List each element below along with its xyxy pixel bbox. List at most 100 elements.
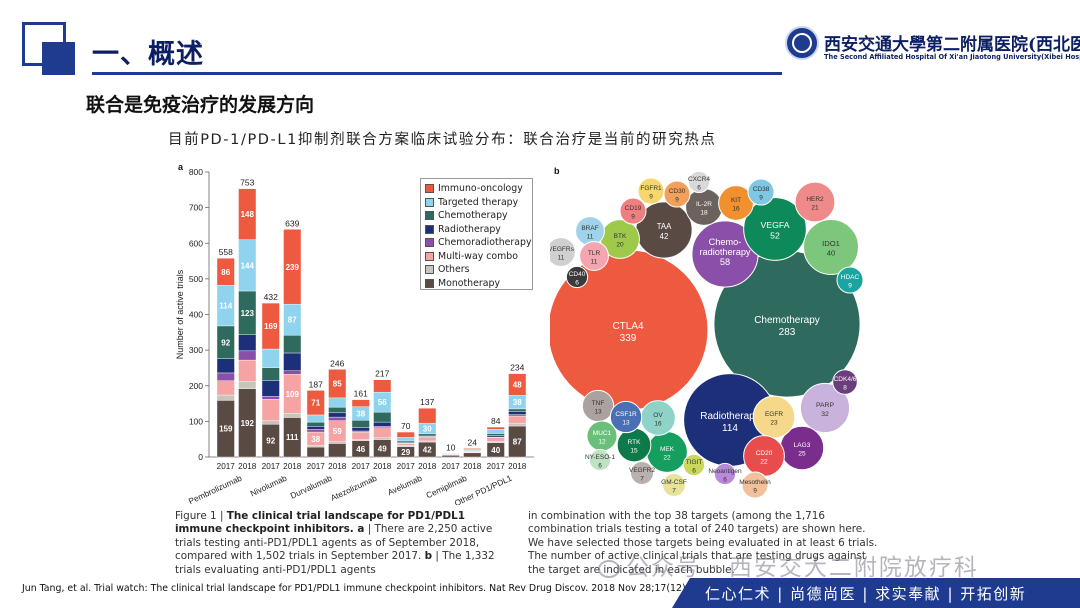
bar-segment	[261, 420, 280, 425]
bar-value-label: 38	[513, 398, 522, 407]
x-tick-year-label: 2017	[217, 462, 236, 471]
legend-label: Monotherapy	[438, 277, 500, 289]
bar-segment	[396, 440, 415, 443]
legend-swatch	[425, 251, 434, 261]
bar-segment	[283, 334, 302, 354]
figure-panel-b-label: b	[424, 550, 433, 563]
bubble-label: CD38	[753, 186, 770, 193]
legend-swatch	[425, 184, 434, 194]
bar-segment	[283, 229, 302, 305]
bubble-value: 13	[622, 420, 630, 427]
legend-label: Chemoradiotherapy	[438, 237, 532, 249]
bar-segment	[261, 399, 280, 421]
bubble-value: 13	[594, 409, 602, 416]
bubble-label: VEGFRs	[550, 246, 575, 253]
bubble-label: MUC1	[593, 430, 612, 437]
y-tick-label: 600	[189, 238, 203, 248]
bar-segment	[306, 390, 325, 416]
bubble-label: TIGIT	[686, 459, 703, 466]
bar-segment	[396, 437, 415, 442]
bubble-value: 16	[732, 206, 740, 213]
bar-value-label: 85	[333, 380, 342, 389]
bar-segment	[418, 407, 437, 424]
x-group-label: Pembrolizumab	[187, 473, 244, 505]
bar-value-label: 87	[288, 316, 297, 325]
x-tick-year-label: 2018	[238, 462, 257, 471]
bubble-value: 9	[848, 283, 852, 290]
bar-segment	[486, 437, 505, 442]
bar-total-label: 432	[264, 292, 278, 302]
bubble-label: EGFR	[765, 411, 783, 418]
bubble-label: IDO1	[822, 239, 840, 248]
bar-segment	[261, 367, 280, 381]
legend-swatch	[425, 265, 434, 275]
legend-item: Others	[425, 263, 528, 277]
bar-total-label: 187	[309, 379, 323, 389]
figure-text-b: | The 1,332 trials evaluating anti-PD1/P…	[175, 550, 495, 576]
bar-total-label: 161	[354, 389, 368, 399]
bubble-label: PARP	[816, 402, 835, 409]
bubble-value: 18	[700, 210, 708, 217]
bubble-label: LAG3	[794, 442, 811, 449]
legend-item: Chemoradiotherapy	[425, 236, 532, 250]
bar-segment	[261, 380, 280, 397]
bar-segment	[508, 422, 527, 427]
bar-segment	[351, 399, 370, 407]
bar-segment	[328, 416, 347, 421]
header-divider	[92, 72, 782, 75]
bar-segment	[418, 433, 437, 437]
bar-segment	[283, 370, 302, 375]
bubble-value: 15	[630, 448, 638, 455]
bar-segment	[216, 258, 235, 286]
bar-segment	[418, 437, 437, 442]
bubble-label: KIT	[731, 197, 741, 204]
x-tick-year-label: 2017	[352, 462, 371, 471]
bar-segment	[238, 188, 257, 240]
y-axis-label: Number of active trials	[175, 269, 185, 359]
x-tick-year-label: 2018	[283, 462, 302, 471]
bar-segment	[373, 379, 392, 393]
bubble-label: CXCR4	[688, 176, 710, 183]
bar-value-label: 29	[401, 448, 410, 457]
bar-segment	[216, 394, 235, 401]
bar-value-label: 59	[333, 427, 342, 436]
bar-segment	[306, 446, 325, 458]
x-tick-year-label: 2018	[373, 462, 392, 471]
bubble-label: IL-2R	[696, 201, 712, 208]
bubble	[741, 471, 769, 499]
bubble	[794, 181, 836, 223]
bubble	[836, 266, 864, 294]
x-group-label: Durvalumab	[289, 473, 334, 501]
slide-subtitle: 联合是免疫治疗的发展方向	[86, 94, 315, 116]
bubble-value: 114	[722, 423, 738, 434]
bubble-label: CDK4/6	[834, 376, 857, 383]
bar-value-label: 49	[378, 444, 387, 453]
bar-value-label: 56	[378, 398, 387, 407]
bubble-value: 283	[779, 327, 796, 338]
bubble-value: 40	[827, 249, 835, 258]
bar-segment	[441, 453, 460, 455]
x-tick-year-label: 2018	[463, 462, 482, 471]
bubble-label: RTK	[628, 439, 642, 446]
y-tick-label: 0	[198, 452, 203, 462]
y-tick-label: 100	[189, 416, 203, 426]
bar-segment	[283, 412, 302, 418]
bubble-label: Mesothelin	[739, 479, 771, 486]
bubble-value: 22	[663, 455, 671, 462]
legend-item: Radiotherapy	[425, 223, 528, 237]
bar-segment	[306, 426, 325, 430]
bubble-label: TNF	[592, 400, 605, 407]
bar-total-label: 137	[420, 397, 434, 407]
bar-segment	[328, 443, 347, 458]
x-tick-year-label: 2018	[508, 462, 527, 471]
bubble	[662, 473, 686, 497]
bar-segment	[306, 429, 325, 433]
legend-item: Immuno-oncology	[425, 182, 528, 196]
bubble-label: BRAF	[581, 225, 598, 232]
x-tick-year-label: 2017	[442, 462, 461, 471]
bubble-value: 52	[770, 231, 780, 241]
bar-value-label: 30	[423, 425, 432, 434]
bubble-label: VEGFA	[761, 220, 790, 230]
bar-segment	[373, 437, 392, 440]
